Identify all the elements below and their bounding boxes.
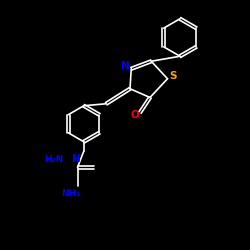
Text: O: O bbox=[130, 110, 140, 120]
Text: N: N bbox=[72, 154, 80, 164]
Text: S: S bbox=[169, 71, 177, 81]
Text: NH₂: NH₂ bbox=[62, 189, 81, 198]
Text: N: N bbox=[122, 61, 130, 71]
Text: H₂N: H₂N bbox=[44, 155, 64, 164]
